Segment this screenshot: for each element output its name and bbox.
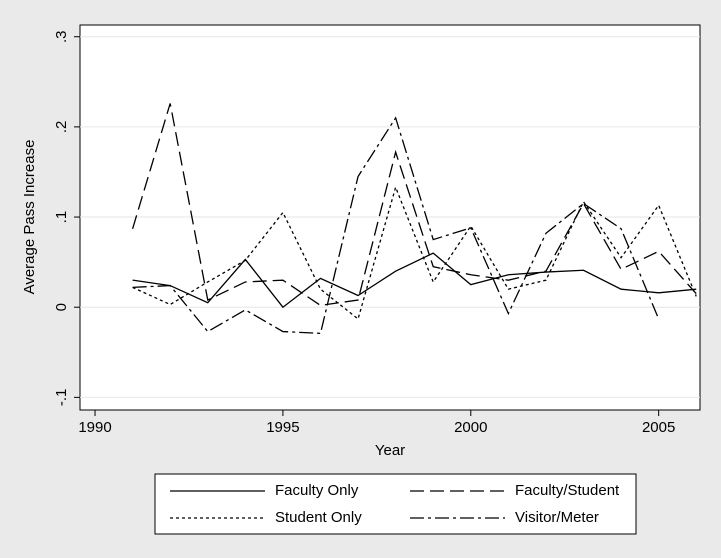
legend: [154, 473, 637, 535]
x-tick-label: 1990: [78, 419, 111, 436]
y-tick-label: .3: [53, 30, 70, 43]
series-line: [131, 103, 697, 307]
y-tick-label: -.1: [53, 389, 70, 407]
series-line: [132, 185, 697, 321]
legend-label: Faculty/Student: [515, 482, 620, 499]
x-tick-label: 2005: [642, 419, 675, 436]
legend-label: Visitor/Meter: [515, 509, 599, 526]
x-tick-label: 1995: [266, 419, 299, 436]
x-tick-label: 2000: [454, 419, 487, 436]
y-tick-label: .2: [53, 121, 70, 134]
legend-label: Faculty Only: [275, 482, 359, 499]
y-tick-label: .1: [53, 211, 70, 224]
series-line: [132, 116, 660, 335]
y-tick-label: 0: [53, 303, 70, 311]
y-axis-label: Average Pass Increase: [21, 140, 38, 295]
series-line: [132, 252, 697, 309]
legend-label: Student Only: [275, 509, 362, 526]
x-axis-label: Year: [375, 442, 405, 459]
